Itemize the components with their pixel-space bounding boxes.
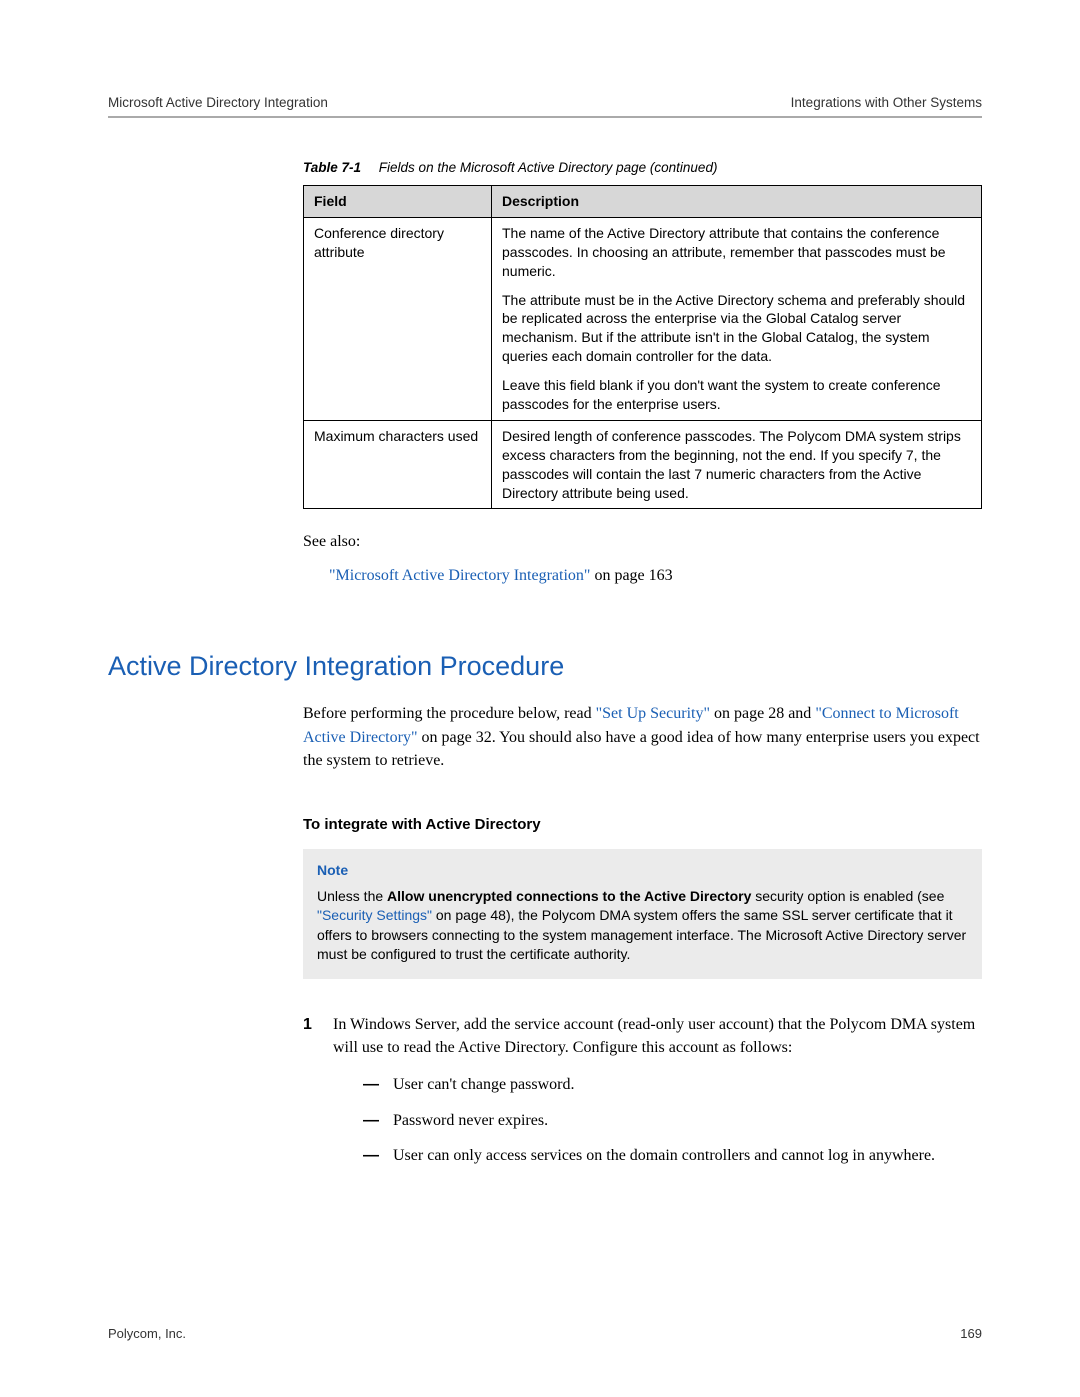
note-bold: Allow unencrypted connections to the Act…: [387, 888, 751, 904]
dash-icon: —: [363, 1073, 393, 1096]
intro-link-setup-security[interactable]: "Set Up Security": [596, 705, 710, 722]
header-left: Microsoft Active Directory Integration: [108, 95, 328, 110]
sub-list: — User can't change password. — Password…: [333, 1073, 982, 1167]
footer-page-number: 169: [960, 1326, 982, 1341]
desc-para: The name of the Active Directory attribu…: [502, 224, 971, 281]
note-mid1: security option is enabled (see: [751, 888, 944, 904]
see-also-tail: on page 163: [590, 567, 672, 584]
table-caption: Table 7-1 Fields on the Microsoft Active…: [303, 160, 982, 175]
dash-icon: —: [363, 1144, 393, 1167]
note-box: Note Unless the Allow unencrypted connec…: [303, 849, 982, 979]
step-number: 1: [303, 1013, 333, 1179]
header-right: Integrations with Other Systems: [791, 95, 982, 110]
sub-item: — Password never expires.: [363, 1109, 982, 1132]
fields-table: Field Description Conference directory a…: [303, 185, 982, 509]
sub-item: — User can only access services on the d…: [363, 1144, 982, 1167]
desc-para: Leave this field blank if you don't want…: [502, 376, 971, 414]
subprocedure-heading: To integrate with Active Directory: [303, 816, 982, 833]
step-body: In Windows Server, add the service accou…: [333, 1013, 982, 1179]
table-row: Conference directory attribute The name …: [304, 217, 982, 420]
intro-pre: Before performing the procedure below, r…: [303, 705, 596, 722]
section-heading: Active Directory Integration Procedure: [108, 651, 982, 682]
desc-para: Desired length of conference passcodes. …: [502, 427, 971, 503]
running-header: Microsoft Active Directory Integration I…: [108, 95, 982, 110]
sub-item: — User can't change password.: [363, 1073, 982, 1096]
see-also-label: See also:: [303, 533, 982, 551]
footer: Polycom, Inc. 169: [108, 1326, 982, 1341]
sub-item-text: Password never expires.: [393, 1109, 548, 1132]
cell-field: Maximum characters used: [304, 420, 492, 509]
dash-icon: —: [363, 1109, 393, 1132]
note-pre: Unless the: [317, 888, 387, 904]
step-text: In Windows Server, add the service accou…: [333, 1016, 975, 1056]
step-list: 1 In Windows Server, add the service acc…: [303, 1013, 982, 1179]
th-description: Description: [492, 186, 982, 218]
table-row: Maximum characters used Desired length o…: [304, 420, 982, 509]
see-also-link[interactable]: "Microsoft Active Directory Integration": [329, 567, 590, 584]
cell-description: Desired length of conference passcodes. …: [492, 420, 982, 509]
th-field: Field: [304, 186, 492, 218]
sub-item-text: User can only access services on the dom…: [393, 1144, 935, 1167]
desc-para: The attribute must be in the Active Dire…: [502, 291, 971, 367]
sub-item-text: User can't change password.: [393, 1073, 574, 1096]
table-caption-text: Fields on the Microsoft Active Directory…: [379, 160, 718, 175]
step: 1 In Windows Server, add the service acc…: [303, 1013, 982, 1179]
table-caption-label: Table 7-1: [303, 160, 361, 175]
see-also-line: "Microsoft Active Directory Integration"…: [329, 567, 982, 585]
cell-description: The name of the Active Directory attribu…: [492, 217, 982, 420]
note-link-security-settings[interactable]: "Security Settings": [317, 907, 432, 923]
note-heading: Note: [317, 861, 968, 881]
header-rule: [108, 116, 982, 118]
intro-mid1: on page 28 and: [710, 705, 815, 722]
cell-field: Conference directory attribute: [304, 217, 492, 420]
intro-paragraph: Before performing the procedure below, r…: [303, 702, 982, 772]
footer-company: Polycom, Inc.: [108, 1326, 186, 1341]
